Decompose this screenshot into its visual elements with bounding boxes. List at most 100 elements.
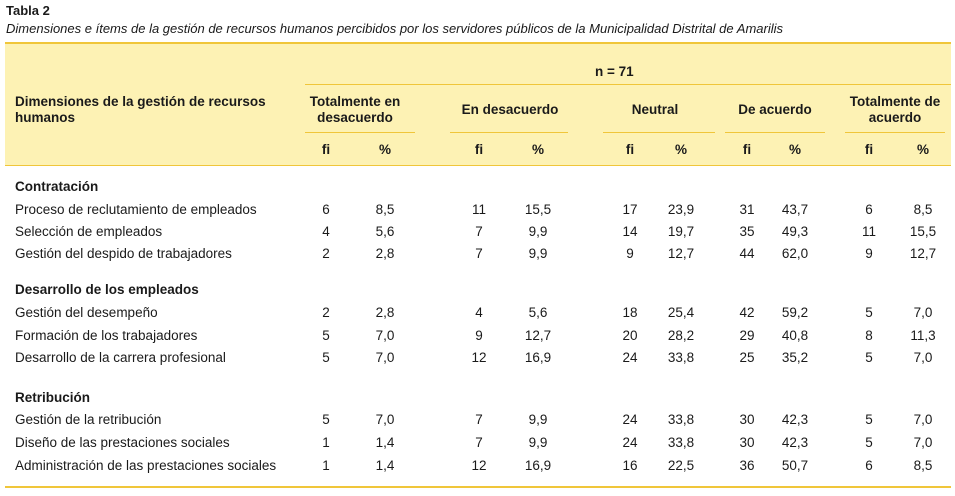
- row-label: Administración de las prestaciones socia…: [15, 458, 277, 473]
- sub-header-fi: fi: [321, 142, 331, 157]
- group-header-neutral: Neutral: [631, 102, 679, 117]
- cell-fi: 16: [622, 458, 638, 473]
- cell-fi: 24: [622, 350, 638, 365]
- group-header-totalmente-de-acuerdo: Totalmente de acuerdo: [849, 94, 941, 125]
- cell-percent: 7,0: [913, 305, 933, 320]
- group-divider: [603, 132, 715, 133]
- cell-percent: 2,8: [375, 305, 395, 320]
- cell-percent: 16,9: [524, 458, 552, 473]
- cell-fi: 30: [739, 412, 755, 427]
- cell-fi: 7: [475, 224, 483, 239]
- sub-header-percent: %: [531, 142, 544, 157]
- cell-percent: 9,9: [528, 412, 548, 427]
- cell-fi: 5: [322, 412, 330, 427]
- row-label: Proceso de reclutamiento de empleados: [15, 202, 257, 217]
- cell-fi: 2: [322, 305, 330, 320]
- cell-percent: 42,3: [781, 435, 809, 450]
- cell-fi: 6: [865, 458, 873, 473]
- cell-percent: 9,9: [528, 246, 548, 261]
- group-divider: [725, 132, 825, 133]
- data-table: Dimensiones de la gestión de recursos hu…: [5, 42, 951, 488]
- cell-percent: 1,4: [375, 435, 395, 450]
- cell-percent: 33,8: [667, 435, 695, 450]
- row-label: Desarrollo de la carrera profesional: [15, 350, 226, 365]
- cell-percent: 7,0: [913, 350, 933, 365]
- cell-fi: 5: [865, 412, 873, 427]
- cell-fi: 11: [861, 224, 876, 239]
- cell-percent: 15,5: [524, 202, 552, 217]
- cell-percent: 42,3: [781, 412, 809, 427]
- cell-fi: 36: [739, 458, 755, 473]
- cell-fi: 25: [739, 350, 755, 365]
- group-header-de-acuerdo: De acuerdo: [738, 102, 812, 117]
- cell-fi: 29: [739, 328, 755, 343]
- cell-fi: 7: [475, 246, 483, 261]
- group-divider: [450, 132, 568, 133]
- cell-fi: 24: [622, 435, 638, 450]
- cell-fi: 30: [739, 435, 755, 450]
- cell-percent: 35,2: [781, 350, 809, 365]
- cell-percent: 33,8: [667, 412, 695, 427]
- table-body: Contratación Proceso de reclutamiento de…: [5, 166, 951, 488]
- cell-percent: 15,5: [909, 224, 937, 239]
- cell-percent: 7,0: [375, 350, 395, 365]
- cell-percent: 62,0: [781, 246, 809, 261]
- sub-header-fi: fi: [625, 142, 635, 157]
- sample-size-label: n = 71: [595, 64, 634, 79]
- cell-fi: 5: [865, 350, 873, 365]
- cell-fi: 9: [475, 328, 483, 343]
- row-label: Gestión del desempeño: [15, 305, 158, 320]
- cell-percent: 7,0: [913, 435, 933, 450]
- cell-fi: 4: [475, 305, 483, 320]
- cell-fi: 6: [322, 202, 330, 217]
- header-divider: [305, 84, 951, 85]
- cell-fi: 44: [739, 246, 755, 261]
- cell-percent: 16,9: [524, 350, 552, 365]
- cell-fi: 11: [471, 202, 486, 217]
- cell-percent: 33,8: [667, 350, 695, 365]
- sub-header-percent: %: [916, 142, 929, 157]
- cell-percent: 50,7: [781, 458, 809, 473]
- sub-header-fi: fi: [742, 142, 752, 157]
- cell-percent: 23,9: [667, 202, 695, 217]
- row-label: Formación de los trabajadores: [15, 328, 198, 343]
- cell-percent: 40,8: [781, 328, 809, 343]
- dimension-column-header: Dimensiones de la gestión de recursos hu…: [15, 94, 266, 125]
- cell-percent: 2,8: [375, 246, 395, 261]
- cell-fi: 5: [322, 328, 330, 343]
- sub-header-percent: %: [788, 142, 801, 157]
- cell-fi: 17: [622, 202, 638, 217]
- row-label: Gestión de la retribución: [15, 412, 162, 427]
- cell-percent: 5,6: [528, 305, 548, 320]
- row-label: Diseño de las prestaciones sociales: [15, 435, 230, 450]
- cell-fi: 35: [739, 224, 755, 239]
- sub-header-fi: fi: [864, 142, 874, 157]
- cell-fi: 2: [322, 246, 330, 261]
- row-label: Gestión del despido de trabajadores: [15, 246, 232, 261]
- cell-percent: 12,7: [909, 246, 937, 261]
- row-label: Selección de empleados: [15, 224, 163, 239]
- section-title-desarrollo: Desarrollo de los empleados: [15, 282, 199, 297]
- cell-fi: 9: [626, 246, 634, 261]
- cell-fi: 8: [865, 328, 873, 343]
- cell-percent: 9,9: [528, 224, 548, 239]
- cell-fi: 12: [471, 458, 487, 473]
- cell-fi: 1: [322, 458, 330, 473]
- cell-percent: 49,3: [781, 224, 809, 239]
- cell-percent: 22,5: [667, 458, 695, 473]
- cell-fi: 7: [475, 412, 483, 427]
- group-divider: [845, 132, 945, 133]
- cell-fi: 20: [622, 328, 638, 343]
- table-caption-label: Tabla 2: [6, 3, 50, 18]
- group-header-en-desacuerdo: En desacuerdo: [461, 102, 559, 117]
- cell-fi: 18: [622, 305, 638, 320]
- section-title-contratacion: Contratación: [15, 179, 99, 194]
- cell-percent: 11,3: [910, 328, 936, 343]
- cell-percent: 1,4: [375, 458, 395, 473]
- cell-fi: 12: [471, 350, 487, 365]
- cell-percent: 43,7: [781, 202, 809, 217]
- sub-header-fi: fi: [474, 142, 484, 157]
- cell-percent: 8,5: [913, 458, 933, 473]
- cell-percent: 12,7: [524, 328, 552, 343]
- cell-fi: 5: [865, 305, 873, 320]
